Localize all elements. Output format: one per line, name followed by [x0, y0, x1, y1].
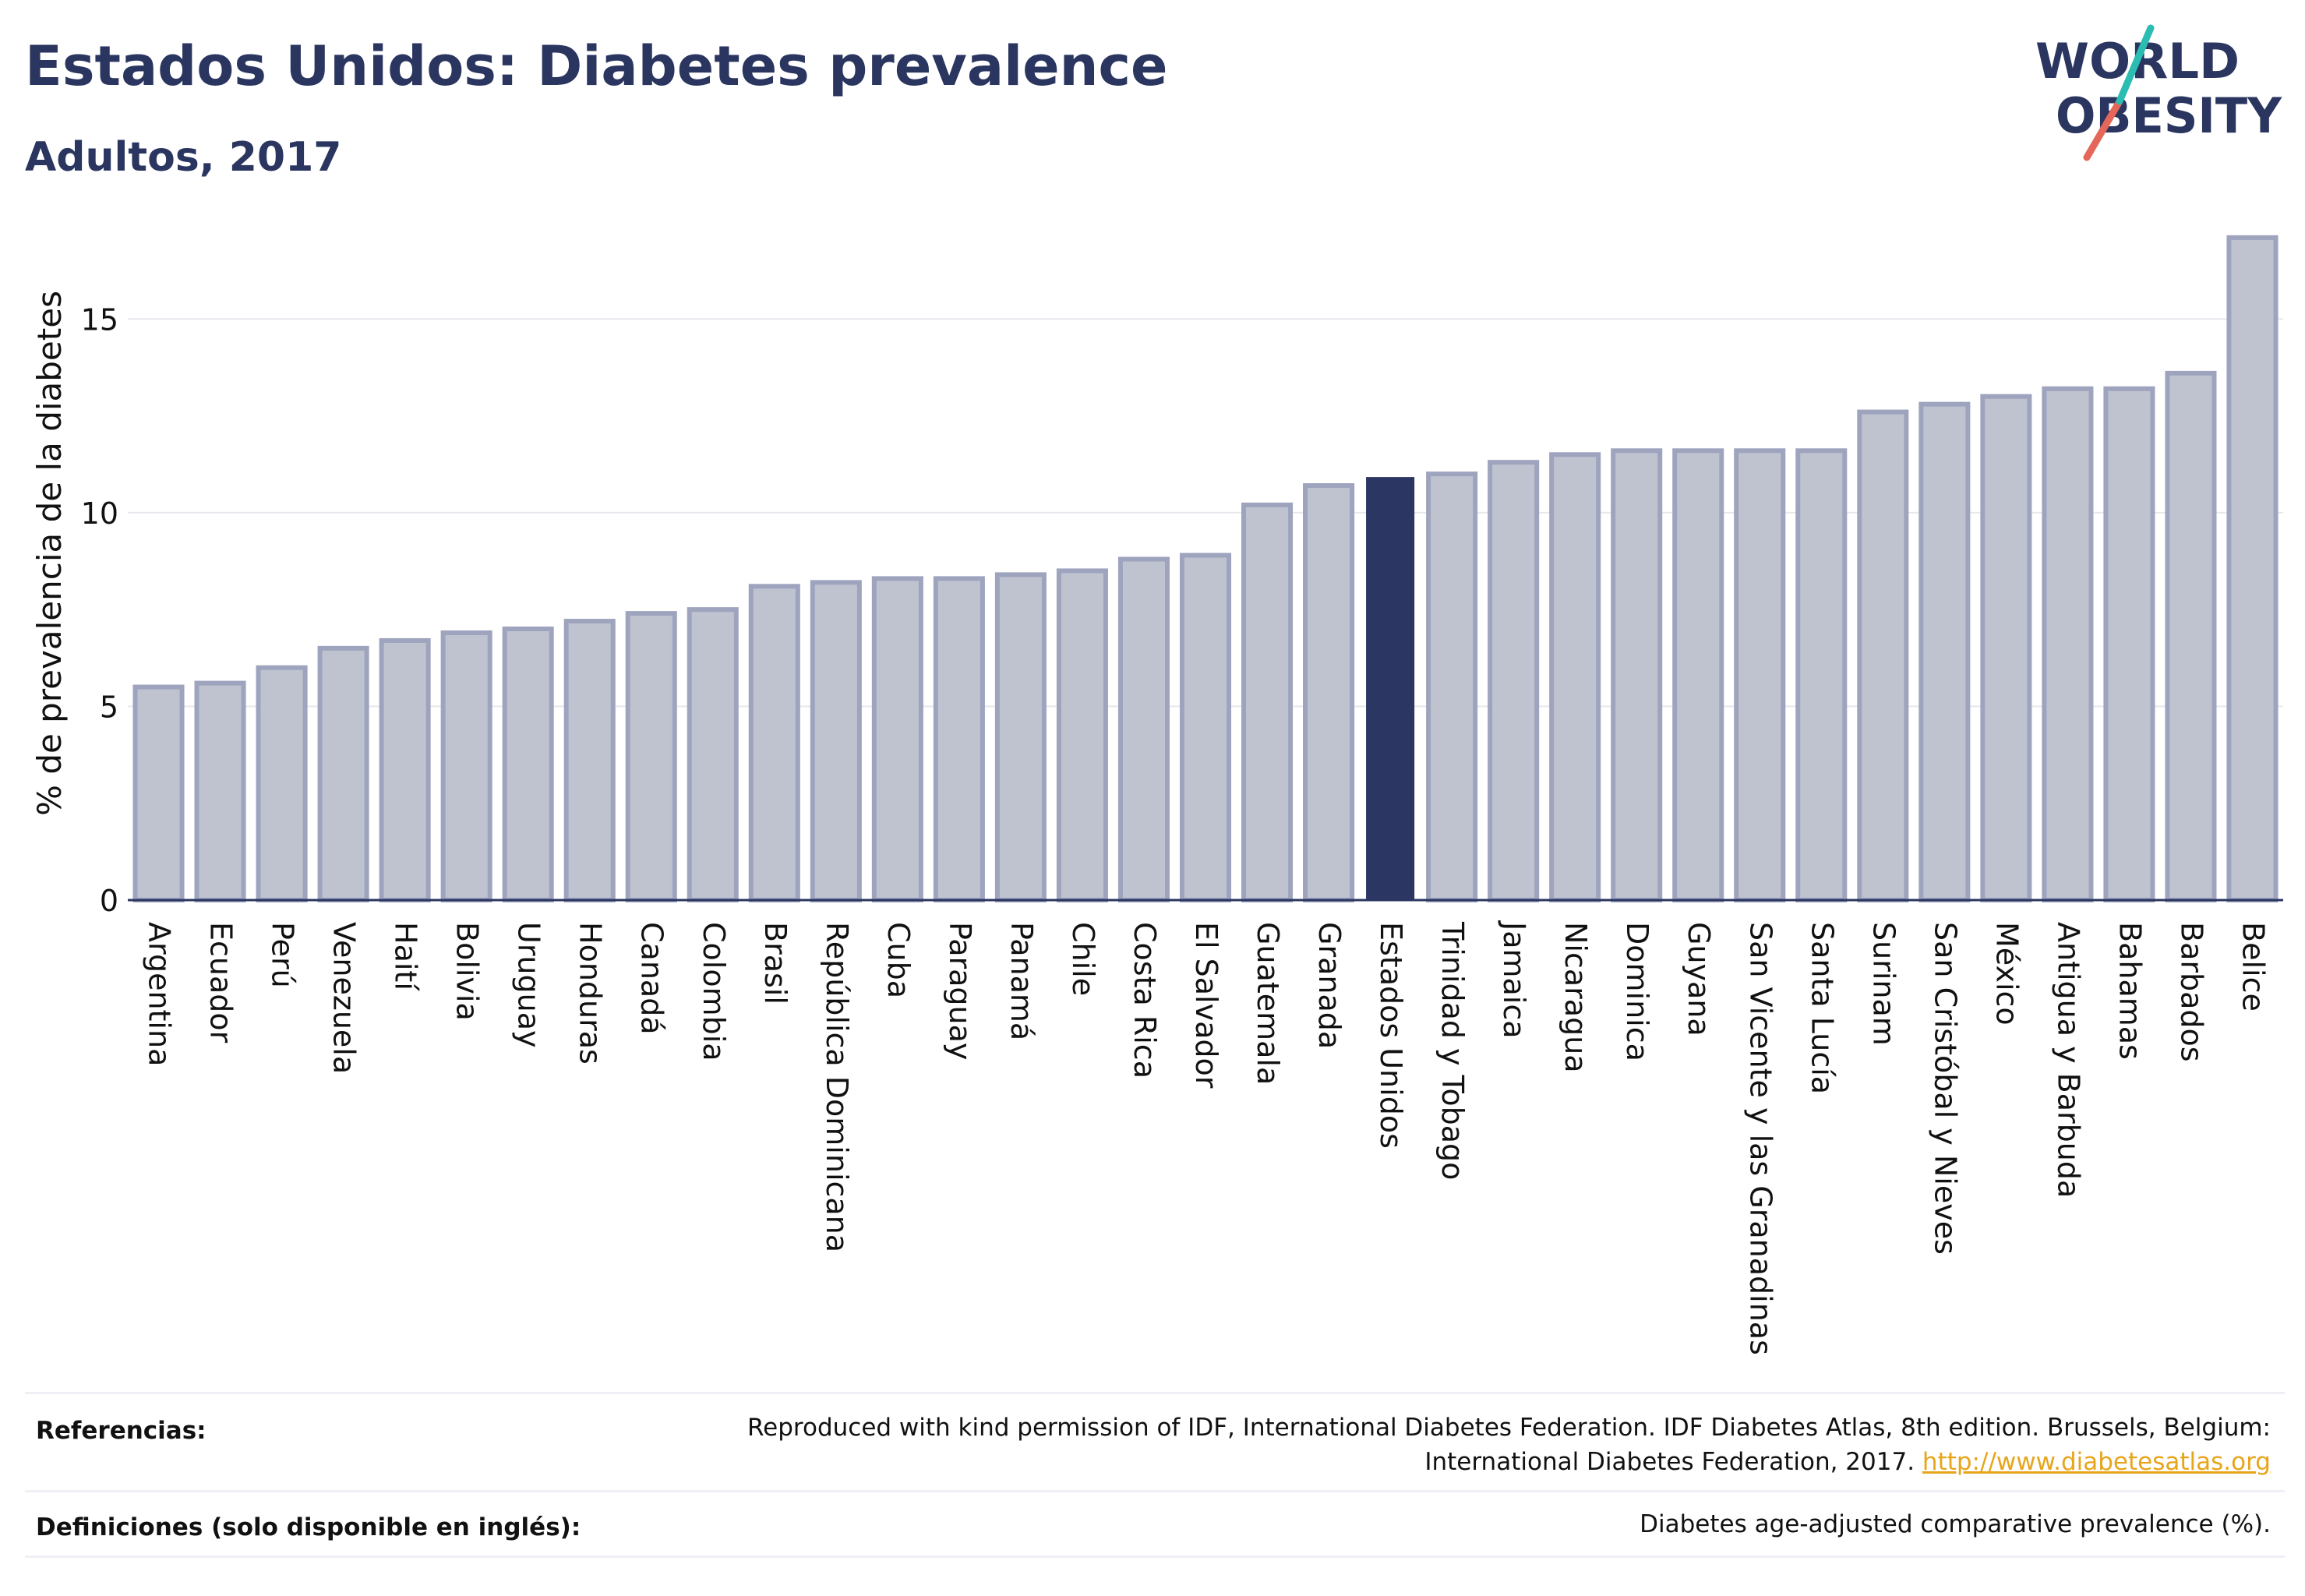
x-tick-label: Estados Unidos	[1374, 922, 1408, 1149]
footer-divider	[25, 1392, 2285, 1394]
bar-guatemala[interactable]	[1241, 502, 1294, 903]
x-axis-ticks: Argentina Ecuador Perú Venezuela Haití Bolivi…	[143, 920, 2271, 1355]
x-tick-label: Haití	[389, 922, 423, 991]
x-tick-label: Jamaica	[1497, 920, 1531, 1039]
bar-venezuela[interactable]	[317, 645, 369, 902]
x-tick-label: Barbados	[2174, 922, 2208, 1062]
references-label: Referencias:	[36, 1417, 206, 1445]
bar-belice[interactable]	[2226, 235, 2279, 902]
x-tick-label: Santa Lucía	[1805, 922, 1839, 1094]
references-line-2-text: International Diabetes Federation, 2017.	[1424, 1448, 1915, 1476]
x-tick-label: Ecuador	[204, 922, 238, 1043]
y-tick-label: 10	[81, 496, 118, 531]
x-tick-label: Nicaragua	[1558, 922, 1593, 1073]
x-tick-label: Bolivia	[450, 922, 485, 1021]
x-tick-label: San Vicente y las Granadinas	[1743, 922, 1777, 1355]
x-tick-label: Costa Rica	[1128, 922, 1162, 1079]
bar-estados-unidos[interactable]	[1366, 477, 1415, 901]
bar-panamá[interactable]	[994, 572, 1047, 903]
x-tick-label: Brasil	[758, 922, 792, 1005]
bar-perú[interactable]	[256, 665, 308, 902]
x-tick-label: Canadá	[635, 922, 669, 1035]
y-axis-ticks: 0 5 10 15	[81, 302, 118, 918]
x-tick-label: Trinidad y Tobago	[1435, 921, 1470, 1180]
bar-dominica[interactable]	[1611, 448, 1663, 902]
bar-bolivia[interactable]	[440, 630, 492, 902]
x-tick-label: Perú	[266, 922, 300, 988]
bar-bahamas[interactable]	[2103, 386, 2155, 902]
diabetes-atlas-link[interactable]: http://www.diabetesatlas.org	[1922, 1448, 2271, 1476]
bar-trinidad-y-tobago[interactable]	[1426, 471, 1478, 902]
x-tick-label: Uruguay	[512, 922, 546, 1048]
y-tick-label: 0	[100, 884, 118, 918]
chart-subtitle: Adultos, 2017	[25, 134, 342, 181]
bar-santa-lucía[interactable]	[1795, 448, 1848, 902]
definitions-text: Diabetes age-adjusted comparative preval…	[1640, 1510, 2271, 1538]
x-tick-label: Venezuela	[327, 922, 362, 1074]
footer-divider	[25, 1490, 2285, 1492]
chart-title: Estados Unidos: Diabetes prevalence	[25, 34, 1168, 98]
x-tick-label: Cuba	[881, 922, 916, 998]
x-tick-label: Honduras	[574, 922, 608, 1065]
bar-méxico[interactable]	[1980, 394, 2032, 902]
bar-chile[interactable]	[1056, 568, 1108, 903]
x-tick-label: Argentina	[143, 922, 177, 1066]
bar-surinam[interactable]	[1857, 409, 1909, 902]
x-tick-label: El Salvador	[1189, 922, 1223, 1089]
x-tick-label: Antigua y Barbuda	[2051, 922, 2085, 1198]
bar-uruguay[interactable]	[502, 627, 554, 902]
bar-el-salvador[interactable]	[1179, 553, 1232, 902]
bars	[132, 235, 2279, 903]
bar-costa-rica[interactable]	[1117, 556, 1170, 902]
x-tick-label: República Dominicana	[820, 922, 854, 1252]
references-line-1: Reproduced with kind permission of IDF, …	[747, 1414, 2271, 1442]
bar-granada[interactable]	[1303, 483, 1355, 902]
x-tick-label: Dominica	[1620, 922, 1654, 1061]
x-tick-label: Belice	[2236, 922, 2270, 1012]
x-tick-label: Surinam	[1866, 922, 1901, 1046]
bar-cuba[interactable]	[871, 576, 923, 902]
x-tick-label: Guatemala	[1251, 922, 1285, 1085]
bar-san-vicente-y-las-granadinas[interactable]	[1734, 448, 1786, 902]
bar-haití[interactable]	[379, 637, 431, 903]
bar-canadá[interactable]	[625, 611, 677, 902]
y-tick-label: 15	[81, 302, 118, 337]
bar-paraguay[interactable]	[933, 576, 985, 902]
bar-honduras[interactable]	[563, 619, 616, 902]
references-line-2: International Diabetes Federation, 2017.…	[747, 1445, 2271, 1479]
references-text: Reproduced with kind permission of IDF, …	[747, 1411, 2271, 1479]
y-axis-label: % de prevalencia de la diabetes	[30, 291, 69, 816]
x-tick-label: Guyana	[1682, 922, 1716, 1036]
definitions-label: Definiciones (solo disponible en inglés)…	[36, 1513, 581, 1541]
bar-colombia[interactable]	[687, 607, 739, 903]
bar-ecuador[interactable]	[194, 680, 246, 902]
x-tick-label: Colombia	[697, 922, 731, 1061]
bar-argentina[interactable]	[132, 684, 185, 902]
x-tick-label: Granada	[1312, 922, 1347, 1049]
logo-line2: OBESITY	[2056, 87, 2282, 144]
x-tick-label: México	[1989, 922, 2024, 1026]
y-tick-label: 5	[100, 690, 118, 724]
bar-antigua-y-barbuda[interactable]	[2042, 386, 2094, 902]
x-tick-label: Paraguay	[943, 922, 977, 1060]
bar-jamaica[interactable]	[1488, 460, 1540, 902]
bar-guyana[interactable]	[1672, 448, 1724, 902]
footer-divider	[25, 1555, 2285, 1558]
bar-chart: 0 5 10 15 % de prevalencia de la diabetes A…	[30, 235, 2283, 1355]
bar-nicaragua[interactable]	[1549, 452, 1601, 902]
bar-barbados[interactable]	[2165, 370, 2217, 902]
x-tick-label: Panamá	[1004, 922, 1039, 1040]
world-obesity-logo: WORLD OBESITY	[2035, 24, 2282, 161]
x-tick-label: Bahamas	[2113, 922, 2147, 1060]
x-tick-label: San Cristóbal y Nieves	[1928, 922, 1962, 1255]
bar-república-dominicana[interactable]	[810, 580, 862, 902]
bar-brasil[interactable]	[748, 584, 800, 902]
x-tick-label: Chile	[1066, 922, 1100, 996]
bar-san-cristóbal-y-nieves[interactable]	[1918, 401, 1971, 902]
